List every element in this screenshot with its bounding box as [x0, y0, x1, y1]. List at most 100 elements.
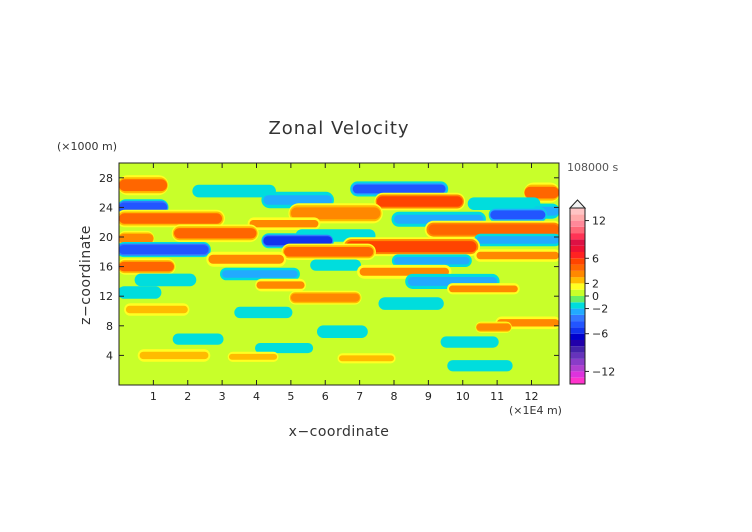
x-tick-label: 7: [356, 390, 363, 403]
velocity-band-9-layer-2: [490, 210, 546, 220]
colorbar-level-15: [570, 283, 585, 290]
velocity-band-37-layer-1: [125, 305, 188, 314]
colorbar-level-8: [570, 327, 585, 334]
colorbar-level-4: [570, 352, 585, 359]
y-tick-label: 28: [99, 172, 113, 185]
velocity-band-1-layer-2: [352, 184, 446, 194]
x-tick-label: 12: [525, 390, 539, 403]
velocity-band-19-layer-1: [476, 236, 559, 244]
velocity-band-34-layer-1: [119, 288, 161, 297]
colorbar-level-23: [570, 233, 585, 240]
colorbar-level-9: [570, 321, 585, 328]
velocity-band-28-layer-2: [359, 267, 449, 276]
x-tick-label: 6: [322, 390, 329, 403]
velocity-band-22-layer-2: [284, 247, 374, 257]
colorbar-level-20: [570, 252, 585, 259]
velocity-band-29-layer-1: [222, 270, 298, 278]
velocity-band-27-layer-2: [119, 261, 174, 272]
velocity-band-15-layer-2: [174, 228, 257, 239]
colorbar-level-14: [570, 289, 585, 296]
x-axis-unit: (×1E4 m): [509, 404, 562, 417]
velocity-band-36-layer-1: [380, 299, 443, 308]
velocity-band-0-layer-2: [119, 179, 168, 192]
velocity-band-40-layer-2: [476, 323, 511, 331]
colorbar-level-10: [570, 314, 585, 322]
x-tick-label: 8: [391, 390, 398, 403]
colorbar-level-21: [570, 245, 585, 252]
y-axis-unit: (×1000 m): [57, 140, 117, 153]
velocity-band-43-layer-1: [442, 338, 498, 346]
plot-frame: [118, 162, 560, 386]
colorbar-level-19: [570, 258, 585, 265]
y-tick-label: 4: [106, 349, 113, 362]
time-label: 108000 s: [567, 161, 618, 174]
velocity-band-42-layer-1: [174, 335, 223, 343]
velocity-band-45-layer-1: [139, 351, 209, 360]
y-ticks: 4 8 12 16 20 24 28: [99, 172, 559, 362]
velocity-band-6-layer-1: [469, 200, 539, 208]
velocity-band-14-layer-2: [428, 224, 559, 235]
colorbar-level-13: [570, 296, 585, 303]
x-ticks: 1 2 3 4 5 6 7 8 9 10 11 12: [150, 163, 539, 403]
velocity-band-41-layer-1: [318, 328, 367, 336]
velocity-band-24-layer-2: [208, 254, 284, 264]
velocity-band-48-layer-1: [449, 362, 511, 370]
velocity-band-18-layer-2: [263, 236, 333, 246]
colorbar-tick-label: −12: [592, 365, 615, 378]
velocity-band-17-layer-2: [119, 234, 154, 243]
velocity-band-32-layer-2: [256, 281, 305, 289]
x-tick-label: 9: [425, 390, 432, 403]
colorbar-level-0: [570, 377, 585, 384]
colorbar-level-3: [570, 358, 585, 366]
velocity-band-38-layer-1: [235, 309, 291, 316]
x-tick-label: 4: [253, 390, 260, 403]
colorbar-level-24: [570, 226, 585, 234]
velocity-band-4-layer-1: [263, 195, 333, 205]
colorbar-level-5: [570, 346, 585, 353]
velocity-band-5-layer-2: [376, 196, 463, 207]
colorbar-tick-label: −2: [592, 303, 608, 316]
velocity-band-3-layer-2: [524, 186, 559, 199]
colorbar-level-11: [570, 308, 585, 315]
colorbar-level-1: [570, 371, 585, 378]
velocity-band-46-layer-1: [229, 353, 278, 360]
colorbar-tick-label: −6: [592, 328, 608, 341]
colorbar-level-6: [570, 340, 585, 347]
x-tick-label: 1: [150, 390, 157, 403]
velocity-band-21-layer-2: [119, 245, 209, 254]
y-axis-label: z−coordinate: [78, 225, 94, 325]
colorbar-level-22: [570, 239, 585, 246]
y-tick-label: 8: [106, 320, 113, 333]
colorbar-level-12: [570, 302, 585, 309]
colorbar-tick-label: 2: [592, 277, 599, 290]
velocity-band-44-layer-1: [256, 345, 312, 351]
x-axis-label: x−coordinate: [289, 424, 390, 440]
colorbar-tick-label: 6: [592, 252, 599, 265]
x-tick-label: 5: [287, 390, 294, 403]
colorbar-level-7: [570, 333, 585, 340]
velocity-band-23-layer-2: [476, 251, 559, 260]
x-tick-label: 11: [490, 390, 504, 403]
chart-title: Zonal Velocity: [268, 118, 409, 139]
velocity-band-2-layer-1: [194, 187, 274, 195]
colorbar: [568, 199, 587, 385]
velocity-band-13-layer-2: [249, 220, 319, 228]
velocity-band-30-layer-1: [136, 276, 195, 284]
colorbar-tick-label: 0: [592, 290, 599, 303]
colorbar-tick-label: 12: [592, 215, 606, 228]
colorbar-level-25: [570, 220, 585, 227]
colorbar-level-27: [570, 208, 585, 215]
colorbar-overflow-triangle: [568, 199, 587, 209]
colorbar-level-18: [570, 264, 585, 271]
y-tick-label: 16: [99, 261, 113, 274]
velocity-band-33-layer-2: [449, 285, 518, 293]
velocity-band-35-layer-2: [290, 293, 360, 302]
velocity-field: [119, 163, 559, 385]
velocity-band-47-layer-1: [339, 355, 394, 362]
colorbar-level-17: [570, 270, 585, 278]
velocity-band-39-layer-2: [497, 319, 559, 327]
velocity-band-25-layer-1: [394, 257, 470, 265]
velocity-band-10-layer-2: [290, 207, 381, 220]
y-tick-label: 20: [99, 231, 113, 244]
